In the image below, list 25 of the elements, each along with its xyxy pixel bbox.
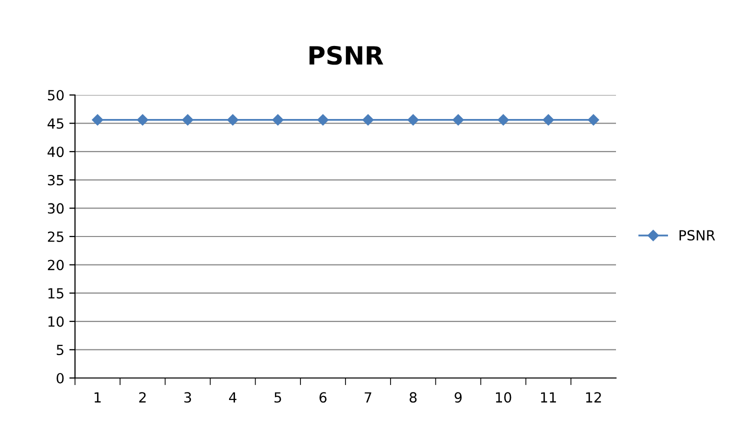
y-tick-label: 0 xyxy=(56,372,64,384)
x-tick-label: 8 xyxy=(410,392,417,403)
x-tick-label: 1 xyxy=(94,392,101,402)
x-tick-label: 6 xyxy=(320,392,326,403)
x-tick-label: 10 xyxy=(496,392,512,403)
y-tick-label: 30 xyxy=(48,203,64,214)
x-tick-label: 5 xyxy=(274,392,282,403)
legend-label: PSNR xyxy=(680,230,716,241)
y-tick-label: 15 xyxy=(48,288,64,299)
y-tick-label: 5 xyxy=(56,344,64,356)
x-tick-label: 7 xyxy=(364,392,372,402)
y-tick-label: 10 xyxy=(48,316,64,327)
chart-title: PSNR xyxy=(310,46,384,65)
y-tick-label: 20 xyxy=(48,260,64,270)
x-tick-label: 3 xyxy=(184,392,192,403)
y-tick-label: 35 xyxy=(48,174,64,186)
y-tick-label: 50 xyxy=(48,90,64,100)
y-tick-label: 40 xyxy=(48,146,64,158)
x-tick-label: 12 xyxy=(586,392,601,402)
y-tick-label: 25 xyxy=(48,231,64,242)
x-tick-label: 4 xyxy=(229,392,236,402)
x-tick-label: 2 xyxy=(139,392,146,402)
x-tick-label: 9 xyxy=(454,392,462,403)
y-tick-label: 45 xyxy=(48,118,64,129)
x-tick-label: 11 xyxy=(541,392,556,402)
